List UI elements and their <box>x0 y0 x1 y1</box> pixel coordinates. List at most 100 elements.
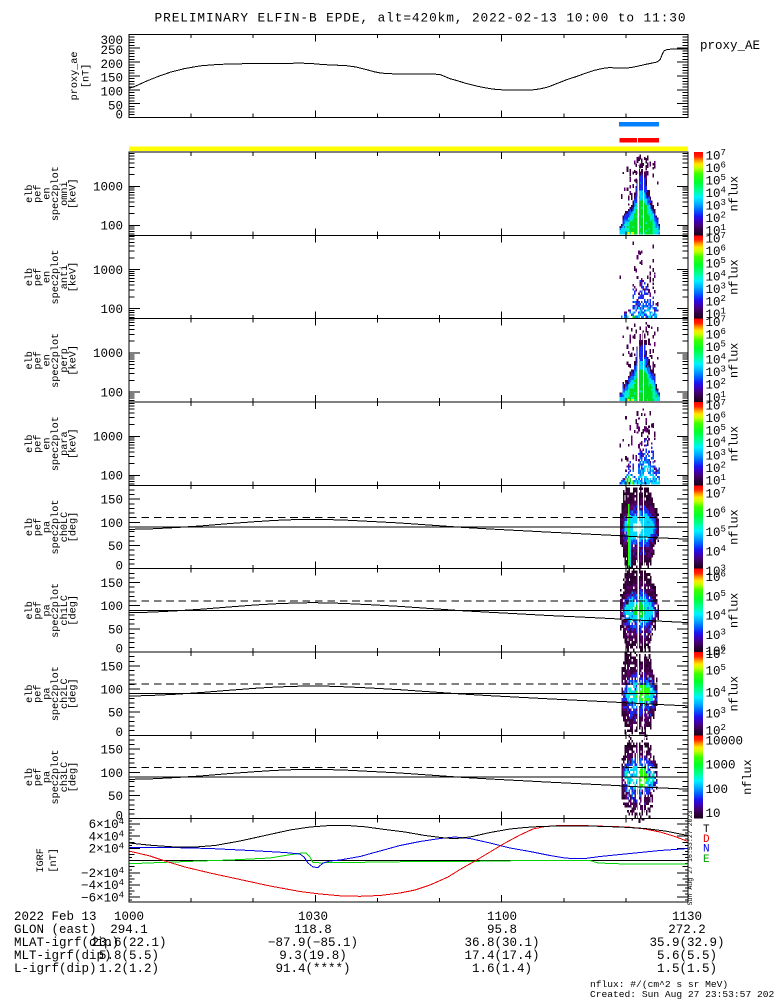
svg-text:[keV]: [keV] <box>68 178 80 209</box>
svg-text:spec2plot: spec2plot <box>50 666 62 721</box>
svg-text:nflux: nflux <box>728 426 742 461</box>
svg-text:nflux: #/(cm^2 s sr MeV): nflux: #/(cm^2 s sr MeV) <box>590 979 728 990</box>
svg-text:100: 100 <box>100 386 123 400</box>
svg-text:N: N <box>703 844 710 856</box>
svg-text:PRELIMINARY ELFIN-B EPDE, alt=: PRELIMINARY ELFIN-B EPDE, alt=420km, 202… <box>155 11 687 26</box>
svg-text:50: 50 <box>108 623 123 637</box>
svg-text:50: 50 <box>108 790 123 804</box>
svg-text:[keV]: [keV] <box>68 262 80 293</box>
svg-text:pef: pef <box>33 184 45 202</box>
svg-text:−6×104: −6×104 <box>81 890 124 905</box>
svg-text:1.2(1.2): 1.2(1.2) <box>99 962 159 976</box>
svg-text:0: 0 <box>115 809 123 823</box>
svg-text:ch0LC: ch0LC <box>59 512 71 543</box>
svg-text:−2×104: −2×104 <box>81 866 124 881</box>
svg-text:elb: elb <box>24 351 36 369</box>
svg-text:en: en <box>42 271 53 283</box>
svg-text:MLT-igrf(dip): MLT-igrf(dip) <box>14 949 112 963</box>
svg-text:[keV]: [keV] <box>68 428 80 459</box>
svg-text:E: E <box>703 854 710 866</box>
svg-text:200: 200 <box>100 58 123 72</box>
svg-text:en: en <box>42 188 53 200</box>
svg-text:9.3(19.8): 9.3(19.8) <box>279 949 347 963</box>
svg-text:1030: 1030 <box>298 910 328 924</box>
svg-text:100: 100 <box>100 767 123 781</box>
svg-text:spec2plot: spec2plot <box>50 249 62 304</box>
svg-text:elb: elb <box>24 518 36 536</box>
svg-text:pef: pef <box>33 601 45 619</box>
svg-text:en: en <box>42 438 53 450</box>
svg-text:100: 100 <box>100 470 123 484</box>
svg-text:100: 100 <box>100 683 123 697</box>
svg-text:1000: 1000 <box>93 181 123 195</box>
svg-text:[deg]: [deg] <box>67 595 79 626</box>
svg-text:100: 100 <box>100 517 123 531</box>
svg-text:35.9(32.9): 35.9(32.9) <box>649 936 724 950</box>
svg-text:spec2plot: spec2plot <box>50 166 62 221</box>
svg-text:L-igrf(dip): L-igrf(dip) <box>14 962 97 976</box>
svg-text:[nT]: [nT] <box>81 64 93 88</box>
svg-text:proxy_ae: proxy_ae <box>70 51 81 100</box>
svg-text:nflux: nflux <box>727 343 741 378</box>
svg-text:0: 0 <box>115 643 123 657</box>
svg-text:272.2: 272.2 <box>668 923 706 937</box>
svg-text:5.6(5.5): 5.6(5.5) <box>657 949 717 963</box>
svg-text:100: 100 <box>100 600 123 614</box>
svg-text:[deg]: [deg] <box>68 762 80 793</box>
svg-text:ch1LC: ch1LC <box>59 595 71 626</box>
svg-text:100: 100 <box>100 86 123 100</box>
svg-text:36.8(30.1): 36.8(30.1) <box>464 936 539 950</box>
svg-text:spec2plot: spec2plot <box>50 499 62 554</box>
svg-text:17.4(17.4): 17.4(17.4) <box>464 949 539 963</box>
svg-text:10000: 10000 <box>706 734 744 748</box>
svg-text:100: 100 <box>100 220 123 234</box>
svg-text:MLAT-igrf(dip): MLAT-igrf(dip) <box>14 936 119 950</box>
svg-text:150: 150 <box>100 744 123 758</box>
svg-text:elb: elb <box>24 601 36 619</box>
svg-text:nflux: nflux <box>728 259 742 294</box>
svg-text:95.8: 95.8 <box>487 923 517 937</box>
svg-text:23.6(22.1): 23.6(22.1) <box>91 936 166 950</box>
svg-text:100: 100 <box>706 783 729 797</box>
svg-text:0: 0 <box>115 109 123 123</box>
svg-text:spec2plot: spec2plot <box>50 333 62 388</box>
svg-text:1.5(1.5): 1.5(1.5) <box>657 962 717 976</box>
svg-text:elb: elb <box>24 184 36 202</box>
svg-text:1.6(1.4): 1.6(1.4) <box>472 962 532 976</box>
svg-text:GLON (east): GLON (east) <box>14 923 97 937</box>
svg-text:Sun Aug 27 16:53:27 2023: Sun Aug 27 16:53:27 2023 <box>687 810 694 905</box>
svg-text:Created: Sun Aug 27 23:53:57 2: Created: Sun Aug 27 23:53:57 2023 <box>590 989 775 1000</box>
svg-text:2×104: 2×104 <box>89 842 124 857</box>
svg-text:4×104: 4×104 <box>89 829 124 844</box>
svg-text:pef: pef <box>33 684 45 702</box>
svg-text:elb: elb <box>24 434 36 452</box>
svg-text:perp: perp <box>60 348 71 372</box>
svg-text:0: 0 <box>115 726 123 740</box>
svg-text:pef: pef <box>33 518 45 536</box>
svg-text:50: 50 <box>108 99 123 113</box>
svg-text:1000: 1000 <box>114 910 144 924</box>
svg-text:para: para <box>60 431 71 455</box>
svg-text:[nT]: [nT] <box>48 848 60 872</box>
svg-text:elb: elb <box>24 768 36 786</box>
svg-text:10: 10 <box>706 807 721 821</box>
svg-text:1100: 1100 <box>487 910 517 924</box>
svg-text:−4×104: −4×104 <box>81 878 124 893</box>
svg-text:proxy_AE: proxy_AE <box>700 39 760 53</box>
svg-text:anti: anti <box>59 265 71 289</box>
svg-text:−87.9(−85.1): −87.9(−85.1) <box>268 936 358 950</box>
svg-text:150: 150 <box>100 577 123 591</box>
svg-text:6×104: 6×104 <box>89 817 124 832</box>
svg-text:en: en <box>42 354 53 366</box>
svg-text:nflux: nflux <box>741 759 755 794</box>
svg-text:pef: pef <box>33 351 45 369</box>
svg-text:IGRF: IGRF <box>36 848 47 872</box>
svg-text:250: 250 <box>100 44 123 58</box>
svg-text:1000: 1000 <box>706 759 736 773</box>
svg-text:2022 Feb 13: 2022 Feb 13 <box>14 910 97 924</box>
svg-text:300: 300 <box>100 34 123 48</box>
svg-text:pef: pef <box>33 434 45 452</box>
svg-text:150: 150 <box>100 494 123 508</box>
svg-text:spec2plot: spec2plot <box>50 416 62 471</box>
svg-text:5.8(5.5): 5.8(5.5) <box>99 949 159 963</box>
